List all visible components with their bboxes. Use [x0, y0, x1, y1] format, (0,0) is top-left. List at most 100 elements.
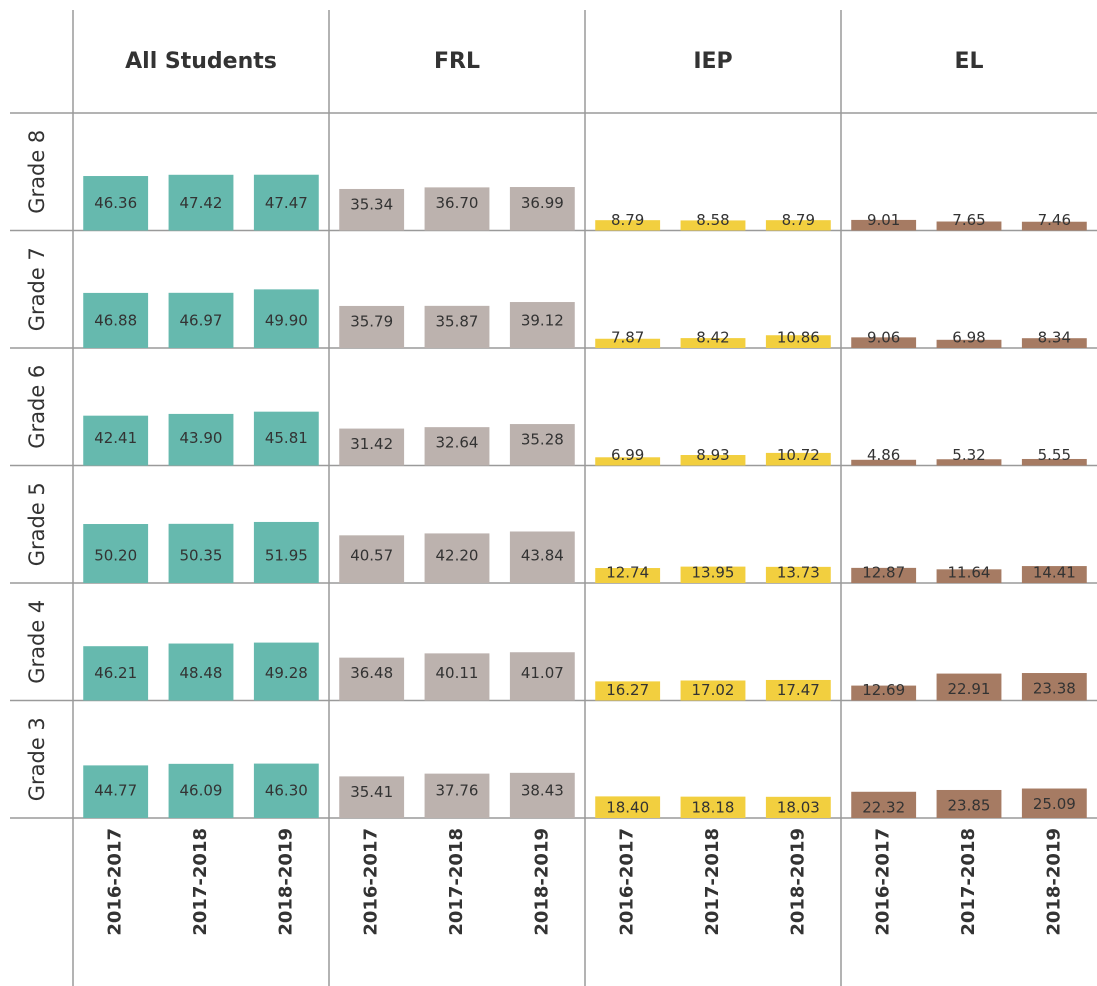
bar	[765, 566, 831, 583]
bar	[936, 339, 1002, 348]
bar	[168, 523, 234, 583]
value-label: 13.73	[777, 564, 820, 582]
value-label: 47.47	[265, 194, 308, 212]
bar	[1021, 673, 1087, 701]
bar	[680, 220, 746, 231]
bar	[168, 292, 234, 348]
value-label: 12.69	[862, 681, 905, 699]
bar	[851, 337, 917, 348]
value-label: 7.65	[952, 211, 985, 229]
bar	[851, 791, 917, 818]
bar	[253, 642, 319, 701]
value-label: 17.47	[777, 681, 820, 699]
x-tick-label: 2016-2017	[873, 828, 894, 936]
row-label: Grade 3	[25, 717, 49, 801]
bar	[253, 763, 319, 818]
value-label: 22.91	[948, 680, 991, 698]
x-tick-label: 2018-2019	[531, 828, 552, 936]
bar	[509, 187, 575, 231]
x-tick-label: 2016-2017	[617, 828, 638, 936]
value-label: 45.81	[265, 429, 308, 447]
value-label: 6.98	[952, 329, 985, 347]
group-header: IEP	[693, 49, 732, 74]
value-label: 47.42	[180, 194, 223, 212]
x-tick-label: 2018-2019	[787, 828, 808, 936]
value-label: 38.43	[521, 782, 564, 800]
value-label: 40.57	[350, 547, 393, 565]
value-label: 8.79	[782, 211, 815, 229]
value-label: 50.35	[180, 547, 223, 565]
bar	[83, 646, 149, 701]
bar	[509, 531, 575, 583]
bar	[168, 643, 234, 701]
value-label: 35.34	[350, 195, 393, 213]
x-tick-label: 2016-2017	[105, 828, 126, 936]
value-label: 35.41	[350, 783, 393, 801]
x-tick-label: 2017-2018	[190, 828, 211, 936]
bar	[595, 457, 661, 466]
bar	[424, 187, 490, 231]
value-label: 25.09	[1033, 795, 1076, 813]
bar	[765, 679, 831, 701]
bar	[680, 455, 746, 466]
value-label: 8.79	[611, 211, 644, 229]
value-label: 7.46	[1038, 211, 1071, 229]
value-label: 18.40	[606, 799, 649, 817]
value-label: 18.03	[777, 799, 820, 817]
value-label: 44.77	[94, 782, 137, 800]
value-label: 36.48	[350, 664, 393, 682]
value-label: 8.42	[696, 329, 729, 347]
value-label: 6.99	[611, 446, 644, 464]
bar	[339, 188, 405, 231]
bar	[424, 533, 490, 583]
value-label: 46.30	[265, 782, 308, 800]
group-header: All Students	[125, 49, 277, 74]
x-tick-label: 2016-2017	[361, 828, 382, 936]
bar	[936, 459, 1002, 466]
x-tick-label: 2017-2018	[702, 828, 723, 936]
bar	[509, 424, 575, 466]
bar	[253, 521, 319, 583]
bar	[168, 413, 234, 466]
bar	[83, 415, 149, 466]
bar	[936, 673, 1002, 701]
bar	[851, 219, 917, 231]
value-label: 46.36	[94, 194, 137, 212]
bar	[424, 305, 490, 348]
value-label: 42.20	[436, 547, 479, 565]
bar	[765, 796, 831, 818]
value-label: 43.84	[521, 547, 564, 565]
value-label: 5.55	[1038, 446, 1071, 464]
bar	[851, 567, 917, 583]
value-label: 8.93	[696, 446, 729, 464]
value-label: 9.01	[867, 211, 900, 229]
bar	[509, 772, 575, 818]
value-label: 4.86	[867, 446, 900, 464]
bar	[1021, 566, 1087, 583]
bar	[936, 569, 1002, 583]
bar	[339, 428, 405, 466]
bar	[1021, 458, 1087, 466]
value-label: 36.99	[521, 194, 564, 212]
value-label: 8.34	[1038, 329, 1071, 347]
value-label: 35.79	[350, 312, 393, 330]
value-label: 40.11	[436, 664, 479, 682]
bar	[253, 289, 319, 348]
row-label: Grade 5	[25, 482, 49, 566]
value-label: 9.06	[867, 329, 900, 347]
value-label: 18.18	[692, 799, 735, 817]
bar	[83, 176, 149, 231]
bar	[595, 338, 661, 348]
value-label: 46.09	[180, 782, 223, 800]
value-label: 5.32	[952, 446, 985, 464]
value-label: 46.88	[94, 312, 137, 330]
value-label: 43.90	[180, 429, 223, 447]
value-label: 22.32	[862, 798, 905, 816]
bar	[339, 657, 405, 701]
bar	[680, 796, 746, 818]
value-label: 23.85	[948, 796, 991, 814]
bar	[680, 566, 746, 583]
value-label: 10.72	[777, 446, 820, 464]
value-label: 37.76	[436, 782, 479, 800]
bar	[83, 524, 149, 583]
